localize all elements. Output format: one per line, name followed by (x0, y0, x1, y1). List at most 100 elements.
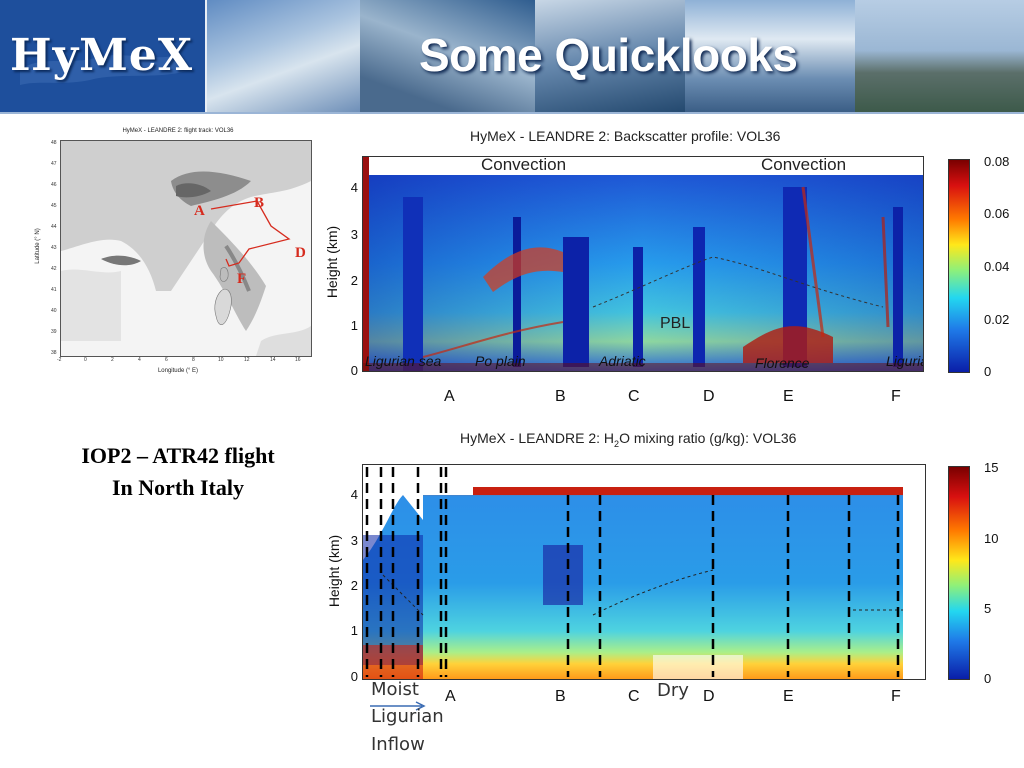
water-vapor-location-b: B (555, 688, 566, 705)
map-ytick: 43 (51, 245, 57, 251)
map-ytick: 44 (51, 224, 57, 230)
backscatter-colorbar-tick: 0.06 (984, 206, 1010, 221)
backscatter-location-d: D (703, 388, 715, 405)
region-po-plain: Po plain (475, 353, 526, 369)
map-ytick: 48 (51, 140, 57, 146)
backscatter-colorbar-tick: 0.04 (984, 259, 1010, 274)
flight-caption: IOP2 – ATR42 flight In North Italy (40, 440, 316, 504)
header-divider (0, 112, 1024, 114)
backscatter-colorbar (948, 159, 970, 373)
mediterranean-outline-icon (20, 55, 190, 85)
backscatter-location-c: C (628, 388, 640, 405)
backscatter-plot: Convection Convection PBL Ligurian sea P… (362, 156, 924, 372)
banner-photo-3 (535, 0, 685, 112)
water-vapor-colorbar-tick: 10 (984, 531, 999, 546)
flight-track-line (210, 200, 291, 267)
water-vapor-colorbar-tick: 0 (984, 671, 992, 686)
hymex-logo: HyMeX (0, 0, 207, 112)
backscatter-location-e: E (783, 388, 794, 405)
water-vapor-title-pre: HyMeX - LEANDRE 2: H (460, 430, 615, 446)
water-vapor-colorbar (948, 466, 970, 680)
water-vapor-image (363, 465, 925, 679)
map-ytick: 46 (51, 182, 57, 188)
water-vapor-location-d: D (703, 688, 715, 705)
backscatter-ytick: 2 (350, 273, 358, 288)
convection-label-2: Convection (761, 156, 847, 174)
map-xtick: 4 (138, 357, 141, 363)
map-xtick: 12 (244, 357, 250, 363)
backscatter-location-a: A (444, 388, 455, 405)
caption-line-1: IOP2 – ATR42 flight (81, 443, 275, 468)
flight-track-map: HyMeX - LEANDRE 2: flight track: VOL36 A… (35, 128, 316, 378)
backscatter-ytick: 3 (350, 227, 358, 242)
water-vapor-plot (362, 464, 926, 680)
map-point-d: D (295, 245, 306, 261)
map-ytick: 45 (51, 203, 57, 209)
water-vapor-title-sub: 2 (614, 438, 620, 449)
map-xtick: 8 (192, 357, 195, 363)
logo-text: HyMeX (10, 30, 193, 81)
water-vapor-title-post: O mixing ratio (g/kg): VOL36 (619, 430, 797, 446)
water-vapor-location-f: F (891, 688, 901, 705)
pbl-label: PBL (660, 315, 691, 332)
water-vapor-colorbar-tick: 15 (984, 460, 999, 475)
map-xtick: 2 (111, 357, 114, 363)
water-vapor-title: HyMeX - LEANDRE 2: H2O mixing ratio (g/k… (460, 430, 796, 449)
map-ytick: 40 (51, 308, 57, 314)
map-xlabel: Longitude (° E) (157, 368, 199, 374)
caption-line-2: In North Italy (111, 475, 244, 500)
moist-label: Moist (371, 679, 419, 700)
backscatter-location-f: F (891, 388, 901, 405)
map-ytick: 42 (51, 266, 57, 272)
region-ligurian-sea: Ligurian sea (365, 353, 442, 369)
backscatter-title: HyMeX - LEANDRE 2: Backscatter profile: … (470, 128, 781, 144)
ligurian-label: Ligurian (371, 706, 444, 727)
banner-photo-1 (205, 0, 360, 112)
backscatter-ylabel: Height (km) (324, 225, 341, 299)
map-terrain (61, 141, 311, 356)
map-ytick: 38 (51, 350, 57, 356)
map-ylabel: Latitude (° N) (35, 228, 41, 264)
backscatter-ytick: 1 (350, 318, 358, 333)
map-xtick: -2 (57, 357, 62, 363)
map-plot-area: A B D F (60, 140, 312, 357)
map-point-a: A (194, 203, 205, 219)
backscatter-ytick: 4 (350, 180, 358, 195)
map-ytick: 47 (51, 161, 57, 167)
dry-label: Dry (657, 680, 689, 701)
water-vapor-ytick: 2 (350, 578, 358, 593)
map-xtick: 14 (270, 357, 276, 363)
map-xtick: 0 (84, 357, 87, 363)
map-ytick: 41 (51, 287, 57, 293)
map-point-f: F (237, 271, 247, 287)
region-ligurian: Ligurian (886, 353, 923, 369)
slide-title: Some Quicklooks (419, 29, 798, 81)
water-vapor-location-e: E (783, 688, 794, 705)
water-vapor-location-a: A (445, 688, 456, 705)
backscatter-location-b: B (555, 388, 566, 405)
map-ytick: 39 (51, 329, 57, 335)
map-xtick: 16 (295, 357, 301, 363)
convection-label-1: Convection (481, 156, 567, 174)
water-vapor-ytick: 0 (350, 669, 358, 684)
water-vapor-colorbar-tick: 5 (984, 601, 992, 616)
water-vapor-location-c: C (628, 688, 640, 705)
backscatter-colorbar-tick: 0.02 (984, 312, 1010, 327)
backscatter-ytick: 0 (350, 363, 358, 378)
water-vapor-ylabel: Height (km) (326, 534, 343, 608)
inflow-arrow-icon (370, 701, 426, 711)
map-xtick: 6 (165, 357, 168, 363)
map-xtick: 10 (218, 357, 224, 363)
banner-photo-2 (360, 0, 535, 112)
header-banner: HyMeX Some Quicklooks (0, 0, 1024, 112)
region-florence: Florence (755, 355, 810, 371)
banner-photo-5 (855, 0, 1024, 112)
region-adriatic: Adriatic (599, 353, 646, 369)
water-vapor-ytick: 1 (350, 623, 358, 638)
water-vapor-ytick: 3 (350, 533, 358, 548)
inflow-label: Inflow (371, 734, 425, 755)
map-point-b: B (254, 195, 265, 211)
water-vapor-ytick: 4 (350, 487, 358, 502)
banner-photo-4 (685, 0, 855, 112)
backscatter-image (363, 157, 923, 371)
